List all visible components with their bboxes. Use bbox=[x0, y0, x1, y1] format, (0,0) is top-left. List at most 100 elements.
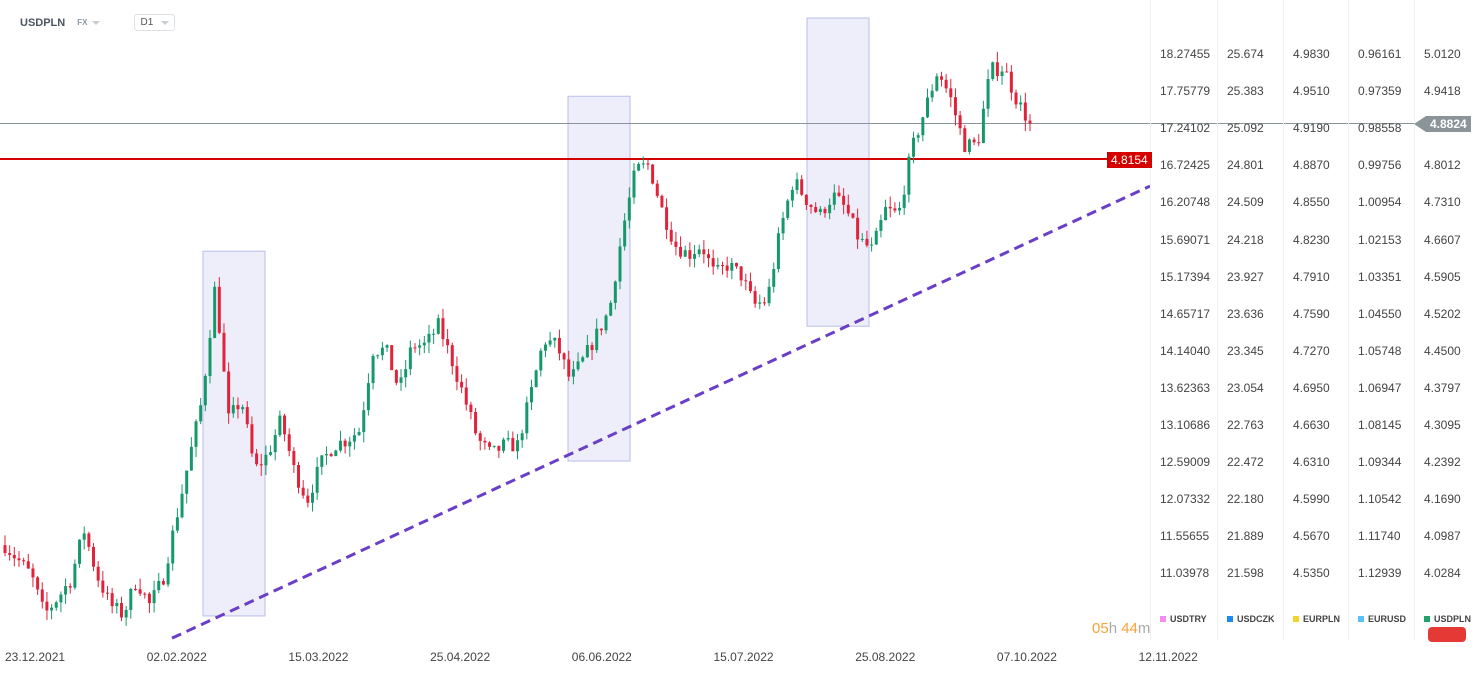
legend-item-usdtry[interactable]: USDTRY bbox=[1160, 614, 1207, 624]
candle-body bbox=[408, 347, 412, 370]
candle-body bbox=[502, 439, 506, 451]
candle-body bbox=[525, 402, 529, 434]
candle-body bbox=[772, 269, 776, 287]
candle-body bbox=[455, 366, 459, 382]
timer-m-unit: m bbox=[1137, 620, 1151, 637]
candle-body bbox=[297, 465, 301, 488]
timer-minutes: 44 bbox=[1121, 620, 1138, 637]
candle-body bbox=[804, 194, 808, 205]
candle-body bbox=[217, 286, 221, 333]
candle-body bbox=[199, 405, 203, 422]
highlight-box bbox=[202, 250, 266, 617]
candle-body bbox=[59, 594, 63, 603]
candle-body bbox=[96, 566, 100, 581]
axis-tick-label: 4.0987 bbox=[1424, 529, 1461, 544]
axis-tick-label: 4.1690 bbox=[1424, 492, 1461, 507]
candle-body bbox=[329, 454, 333, 457]
axis-tick-label: 1.08145 bbox=[1358, 418, 1402, 432]
candle-body bbox=[516, 440, 519, 452]
candle-body bbox=[511, 438, 515, 452]
candle-body bbox=[427, 333, 431, 343]
axis-column-usdtry bbox=[1150, 0, 1217, 640]
candle-body bbox=[311, 492, 314, 503]
legend-item-eurusd[interactable]: EURUSD bbox=[1358, 614, 1406, 624]
candle-body bbox=[651, 164, 655, 184]
legend-item-usdczk[interactable]: USDCZK bbox=[1227, 614, 1275, 624]
axis-tick-label: 24.801 bbox=[1227, 158, 1264, 173]
candle-body bbox=[1009, 71, 1013, 93]
candle-body bbox=[571, 369, 575, 377]
candle-body bbox=[795, 179, 799, 190]
candle-body bbox=[529, 387, 533, 403]
axis-tick-label: 1.11740 bbox=[1358, 529, 1401, 544]
axis-tick-label: 4.6630 bbox=[1293, 418, 1330, 432]
candle-body bbox=[734, 262, 738, 267]
axis-tick-label: 22.472 bbox=[1227, 455, 1264, 470]
legend-item-usdpln[interactable]: USDPLN bbox=[1424, 614, 1471, 624]
legend-item-eurpln[interactable]: EURPLN bbox=[1293, 614, 1340, 624]
candle-body bbox=[870, 244, 874, 246]
candle-body bbox=[581, 357, 585, 362]
candle-body bbox=[842, 195, 846, 205]
candle-body bbox=[660, 195, 664, 208]
axis-tick-label: 23.345 bbox=[1227, 343, 1264, 358]
axis-tick-label: 1.05748 bbox=[1358, 343, 1402, 358]
axis-tick-label: 17.24102 bbox=[1160, 121, 1211, 136]
candle-body bbox=[36, 577, 40, 590]
candle-body bbox=[106, 592, 109, 594]
candle-body bbox=[688, 250, 692, 259]
candle-body bbox=[916, 135, 920, 138]
axis-tick-label: 5.0120 bbox=[1424, 47, 1461, 61]
candle-body bbox=[31, 568, 35, 578]
legend-label: EURUSD bbox=[1368, 614, 1407, 624]
candle-body bbox=[506, 438, 510, 440]
candle-body bbox=[450, 345, 454, 367]
axis-tick-label: 1.00954 bbox=[1358, 195, 1402, 210]
axis-tick-label: 1.03351 bbox=[1358, 269, 1402, 284]
candle-body bbox=[483, 440, 487, 443]
candle-body bbox=[939, 76, 943, 80]
candle-body bbox=[385, 345, 389, 348]
candle-body bbox=[818, 208, 822, 212]
x-tick-label: 12.11.2022 bbox=[1138, 650, 1198, 664]
candle-body bbox=[809, 204, 813, 207]
axis-tick-label: 4.8230 bbox=[1293, 232, 1330, 247]
x-tick-label: 23.12.2021 bbox=[5, 650, 66, 664]
legend-label: USDCZK bbox=[1237, 614, 1275, 624]
candle-body bbox=[185, 470, 189, 494]
candle-body bbox=[767, 286, 771, 304]
candle-body bbox=[814, 206, 818, 212]
candle-body bbox=[888, 206, 892, 209]
candle-body bbox=[166, 563, 170, 585]
candle-body bbox=[362, 410, 366, 433]
candle-body bbox=[991, 62, 995, 79]
legend-swatch-icon bbox=[1227, 616, 1233, 622]
candle-body bbox=[343, 440, 347, 447]
candle-body bbox=[101, 580, 105, 593]
candle-body bbox=[371, 356, 375, 384]
x-tick-label: 15.03.2022 bbox=[288, 650, 349, 664]
candle-body bbox=[958, 115, 962, 129]
candle-body bbox=[269, 452, 273, 455]
axis-tick-label: 4.8870 bbox=[1293, 158, 1330, 173]
candle-body bbox=[1014, 92, 1018, 105]
axis-column-eurpln bbox=[1283, 0, 1350, 640]
candle-body bbox=[907, 156, 911, 195]
candle-body bbox=[115, 602, 119, 607]
candle-body bbox=[679, 246, 683, 257]
candle-body bbox=[632, 170, 636, 198]
axis-tick-label: 12.07332 bbox=[1160, 492, 1211, 507]
market-selector[interactable]: FX bbox=[77, 18, 101, 27]
axis-tick-label: 1.12939 bbox=[1358, 566, 1402, 581]
candle-body bbox=[627, 197, 631, 221]
legend-swatch-icon bbox=[1358, 616, 1364, 622]
current-price-arrow-icon bbox=[1414, 116, 1426, 132]
chevron-down-icon bbox=[92, 21, 101, 25]
candle-body bbox=[520, 433, 524, 441]
candle-body bbox=[972, 139, 976, 143]
candle-body bbox=[189, 446, 193, 471]
candle-body bbox=[995, 62, 999, 77]
timeframe-select[interactable]: D1 bbox=[134, 14, 176, 31]
candle-body bbox=[40, 589, 44, 602]
